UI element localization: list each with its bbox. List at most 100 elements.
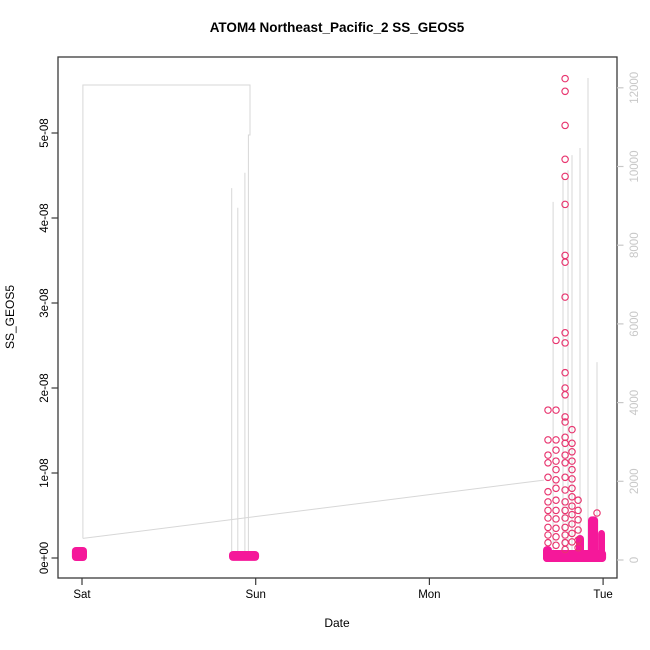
data-point	[574, 544, 582, 552]
dense-point-cluster	[598, 530, 605, 562]
x-tick-label: Sat	[73, 589, 91, 601]
data-point	[568, 448, 576, 456]
data-point	[544, 406, 552, 414]
data-point	[552, 533, 560, 541]
data-point	[561, 293, 569, 301]
data-point	[552, 506, 560, 515]
data-point	[544, 498, 552, 506]
data-point	[552, 496, 560, 504]
data-point	[561, 413, 569, 421]
x-tick-label: Sun	[245, 589, 265, 601]
data-point	[561, 451, 569, 459]
data-point	[561, 391, 569, 399]
y-left-tick-label: 2e-08	[39, 373, 51, 402]
data-point	[593, 509, 601, 517]
data-point	[561, 74, 569, 83]
scatter-points-group	[71, 74, 607, 562]
data-point	[561, 498, 569, 506]
data-point	[544, 523, 552, 532]
data-point	[561, 459, 569, 467]
data-point	[568, 465, 576, 474]
data-point	[561, 200, 569, 209]
y-right-tick-label: 10000	[629, 151, 641, 183]
data-point	[544, 473, 552, 482]
dense-point-cluster	[229, 551, 260, 561]
x-tick-label: Mon	[418, 589, 440, 601]
data-point	[544, 459, 552, 467]
data-point	[568, 510, 576, 519]
y-left-tick-label: 4e-08	[39, 203, 51, 232]
data-point	[552, 524, 560, 533]
data-point	[561, 545, 569, 554]
y-left-tick-label: 1e-08	[39, 458, 51, 487]
data-point	[561, 339, 569, 347]
data-point	[552, 476, 560, 484]
dense-point-cluster	[588, 516, 599, 562]
data-point	[552, 541, 560, 550]
data-point	[574, 536, 582, 544]
data-point	[568, 425, 576, 434]
dense-point-cluster	[543, 546, 552, 562]
data-point	[552, 484, 560, 493]
data-point	[561, 329, 569, 337]
data-point	[552, 436, 560, 444]
data-point	[544, 538, 552, 547]
data-point	[561, 486, 569, 494]
data-point	[552, 515, 560, 523]
data-point	[544, 514, 552, 522]
plot-box	[57, 56, 618, 579]
data-point	[561, 258, 569, 266]
data-point	[568, 439, 576, 448]
x-axis-title: Date	[324, 616, 350, 630]
y-right-tick-label: 2000	[629, 469, 641, 495]
data-point	[544, 531, 552, 539]
y-right-tick-label: 6000	[629, 311, 641, 337]
data-point	[552, 465, 560, 474]
data-point	[544, 487, 552, 496]
data-point	[568, 493, 576, 501]
data-point	[552, 446, 560, 454]
data-point	[544, 506, 552, 515]
dense-point-cluster	[71, 547, 87, 561]
data-point	[561, 531, 569, 539]
data-point	[552, 406, 560, 414]
data-point	[568, 475, 576, 483]
data-point	[561, 121, 569, 130]
secondary-line-segment	[82, 84, 251, 556]
data-point	[561, 506, 569, 515]
data-point	[561, 87, 569, 96]
data-point	[574, 516, 582, 524]
data-point	[574, 496, 582, 504]
data-point	[568, 502, 576, 510]
data-point	[561, 172, 569, 181]
data-point	[568, 529, 576, 538]
chart-title: ATOM4 Northeast_Pacific_2 SS_GEOS5	[210, 20, 465, 35]
axes-group: Sat Sun Mon Tue 0e+00 1e-08 2e-08 3e-08 4e-08 5e-…	[39, 72, 641, 601]
y-left-tick-label: 0e+00	[39, 542, 51, 574]
y-right-tick-label: 0	[629, 557, 641, 563]
data-point	[561, 155, 569, 164]
data-point	[544, 436, 552, 444]
y-right-tick-label: 8000	[629, 232, 641, 258]
dense-point-cluster	[576, 535, 584, 562]
data-point	[544, 451, 552, 459]
data-point	[561, 368, 569, 377]
y-axis-title: SS_GEOS5	[3, 285, 17, 349]
y-right-tick-label: 12000	[629, 72, 641, 104]
secondary-line-group	[82, 78, 598, 556]
y-right-tick-label: 4000	[629, 390, 641, 416]
data-point	[568, 457, 576, 465]
data-point	[561, 514, 569, 522]
data-point	[561, 418, 569, 426]
data-point	[574, 506, 582, 515]
x-tick-label: Tue	[593, 589, 612, 601]
data-point	[568, 484, 576, 493]
data-point	[561, 473, 569, 482]
data-point	[574, 526, 582, 534]
data-point	[561, 523, 569, 532]
data-point	[552, 336, 560, 345]
data-point	[552, 457, 560, 465]
data-point	[568, 520, 576, 528]
